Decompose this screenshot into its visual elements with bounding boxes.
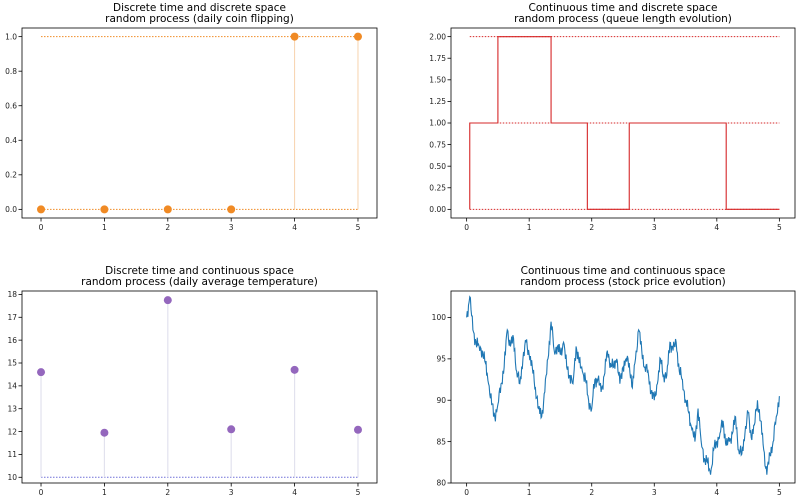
chart-panel-4: Continuous time and continuous spacerand…	[432, 265, 796, 497]
data-point	[353, 32, 362, 41]
y-tick-label: 18	[7, 290, 17, 299]
chart-title-line: Continuous time and continuous space	[521, 265, 726, 277]
x-tick-label: 4	[292, 488, 297, 497]
plot-frame	[21, 290, 378, 484]
x-tick-label: 1	[527, 223, 532, 232]
data-point	[163, 205, 172, 214]
y-tick-label: 0.00	[429, 205, 446, 214]
y-tick-label: 0.8	[5, 67, 17, 76]
x-tick-label: 2	[165, 488, 170, 497]
data-point	[227, 425, 236, 434]
chart-panel-3: Discrete time and continuous spacerandom…	[7, 265, 378, 497]
x-tick-label: 3	[652, 223, 657, 232]
x-tick-label: 5	[356, 488, 361, 497]
x-tick-label: 4	[292, 223, 297, 232]
y-tick-label: 12	[7, 427, 17, 436]
data-point	[37, 368, 46, 377]
x-tick-label: 1	[102, 223, 107, 232]
y-tick-label: 1.00	[429, 119, 446, 128]
x-tick-label: 1	[527, 488, 532, 497]
chart-panel-2: Continuous time and discrete spacerandom…	[429, 2, 796, 232]
chart-title-line: Discrete time and continuous space	[105, 265, 294, 277]
x-tick-label: 1	[102, 488, 107, 497]
y-tick-label: 0.2	[5, 171, 17, 180]
y-tick-label: 0.4	[5, 136, 17, 145]
data-point	[37, 205, 46, 214]
y-tick-label: 85	[436, 437, 446, 446]
y-tick-label: 1.50	[429, 76, 446, 85]
x-tick-label: 0	[464, 488, 469, 497]
y-tick-label: 13	[7, 404, 17, 413]
chart-title-line: random process (daily average temperatur…	[81, 276, 318, 288]
y-tick-label: 11	[7, 450, 17, 459]
x-tick-label: 2	[589, 223, 594, 232]
x-tick-label: 3	[229, 223, 234, 232]
x-tick-label: 0	[39, 488, 44, 497]
x-tick-label: 0	[464, 223, 469, 232]
data-point	[100, 205, 109, 214]
data-point	[100, 428, 109, 437]
x-tick-label: 4	[714, 223, 719, 232]
y-tick-label: 17	[7, 313, 17, 322]
chart-title-line: random process (daily coin flipping)	[105, 13, 294, 25]
y-tick-label: 0.25	[429, 183, 446, 192]
y-tick-label: 0.75	[429, 140, 446, 149]
x-tick-label: 5	[777, 488, 782, 497]
x-tick-label: 3	[652, 488, 657, 497]
stock-price-line	[466, 295, 780, 475]
x-tick-label: 0	[39, 223, 44, 232]
chart-title-line: random process (stock price evolution)	[520, 276, 725, 288]
y-tick-label: 1.0	[5, 32, 17, 41]
x-tick-label: 5	[777, 223, 782, 232]
x-tick-label: 5	[356, 223, 361, 232]
plot-frame	[21, 27, 378, 219]
y-tick-label: 2.00	[429, 32, 446, 41]
data-point	[227, 205, 236, 214]
y-tick-label: 1.75	[429, 54, 446, 63]
chart-title-line: random process (queue length evolution)	[514, 13, 732, 25]
y-tick-label: 0.50	[429, 162, 446, 171]
y-tick-label: 16	[7, 336, 17, 345]
data-point	[290, 365, 299, 374]
x-tick-label: 4	[714, 488, 719, 497]
chart-title-line: Discrete time and discrete space	[113, 2, 286, 14]
data-point	[353, 425, 362, 434]
data-point	[163, 296, 172, 305]
x-tick-label: 2	[165, 223, 170, 232]
x-tick-label: 3	[229, 488, 234, 497]
chart-title-line: Continuous time and discrete space	[529, 2, 718, 14]
y-tick-label: 0.0	[5, 205, 17, 214]
y-tick-label: 0.6	[5, 101, 17, 110]
queue-step-line	[469, 36, 780, 210]
y-tick-label: 10	[7, 473, 17, 482]
y-tick-label: 15	[7, 359, 17, 368]
y-tick-label: 100	[432, 313, 447, 322]
y-tick-label: 95	[436, 355, 446, 364]
x-tick-label: 2	[589, 488, 594, 497]
plot-frame	[450, 290, 796, 484]
y-tick-label: 14	[7, 382, 17, 391]
data-point	[290, 32, 299, 41]
y-tick-label: 1.25	[429, 97, 446, 106]
y-tick-label: 90	[436, 396, 446, 405]
y-tick-label: 80	[436, 479, 446, 488]
